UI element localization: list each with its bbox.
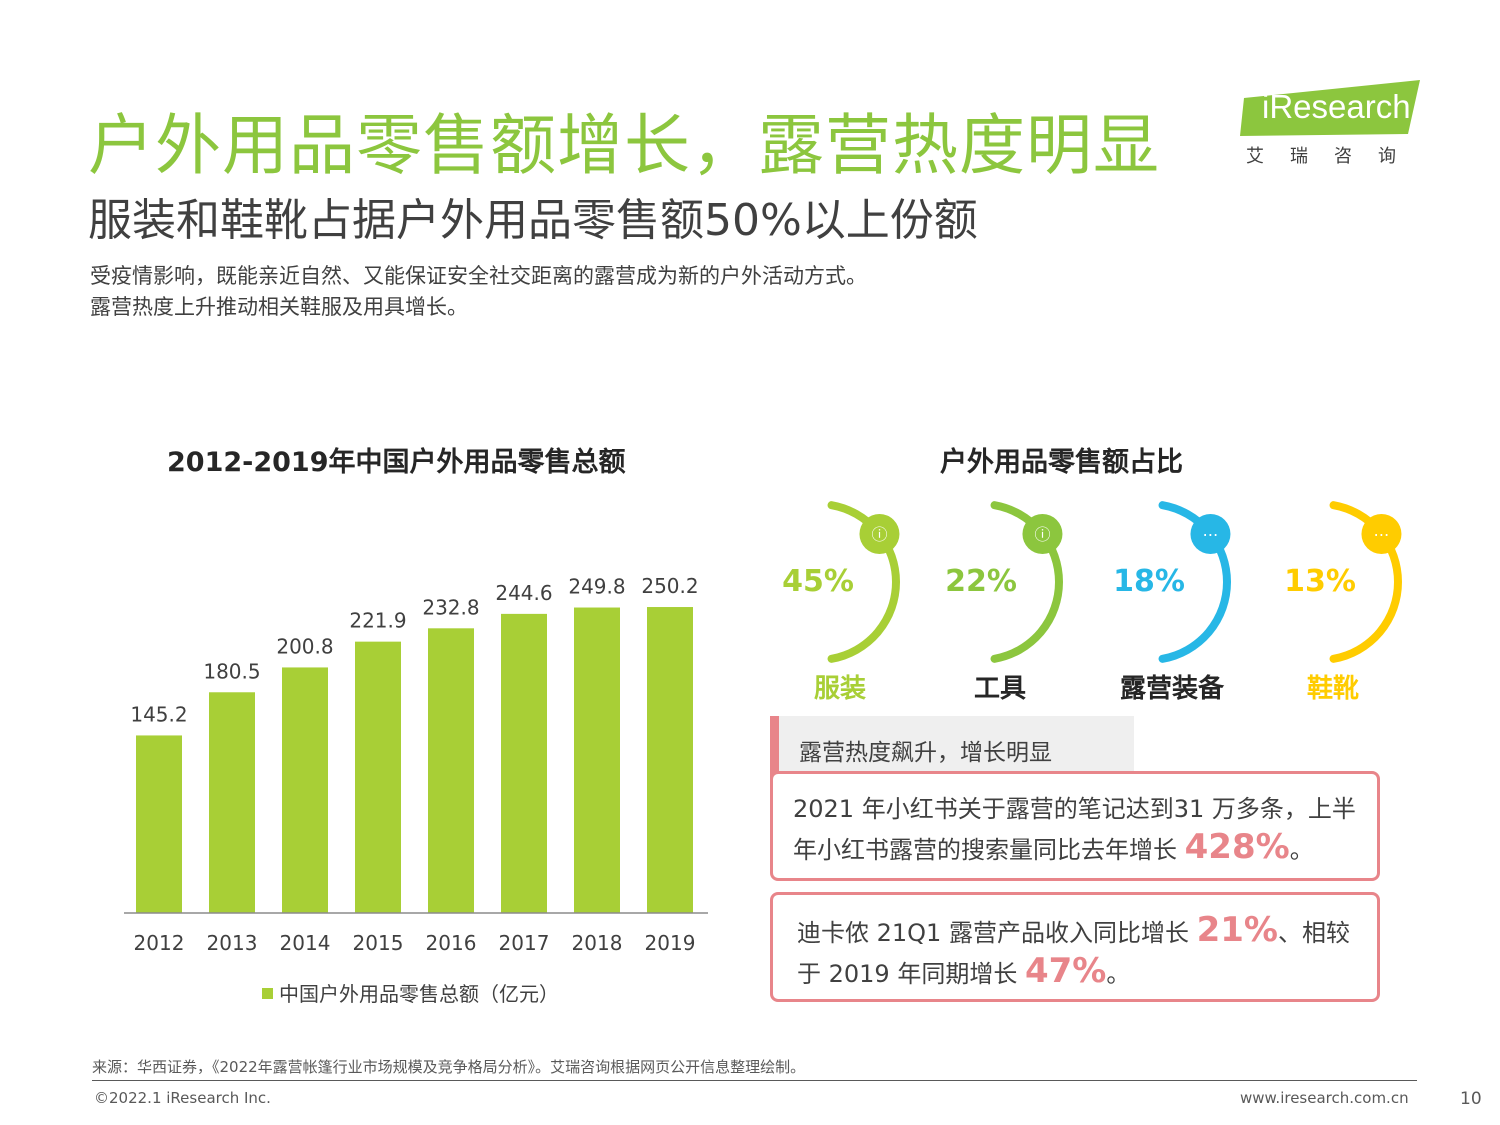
note2-text2: 、相较于 2019 年同期增长 [797, 919, 1350, 988]
share-arc-0: ⓘ [827, 501, 900, 663]
chat-icon [1361, 513, 1402, 554]
data-label-2016: 232.8 [422, 595, 479, 619]
copyright: ©2022.1 iResearch Inc. [94, 1089, 271, 1107]
share-arc-2: ⋯ [1158, 501, 1231, 663]
data-label-2013: 180.5 [203, 659, 260, 683]
note2-text1: 迪卡侬 21Q1 露营产品收入同比增长 [797, 919, 1197, 947]
bar-2015 [355, 641, 401, 913]
info-icon-glyph: ⓘ [1034, 525, 1050, 544]
share-chart-title: 户外用品零售额占比 [940, 447, 1183, 478]
bar-chart-title: 2012-2019年中国户外用品零售总额 [167, 447, 626, 478]
share-category-1: 工具 [973, 674, 1026, 704]
info-icon [1022, 513, 1063, 554]
logo-cn-text: 艾瑞咨询 [1246, 146, 1422, 167]
x-tick-2012: 2012 [134, 931, 185, 955]
page-subtitle: 服装和鞋靴占据户外用品零售额50%以上份额 [88, 195, 978, 246]
share-value-1: 22% [945, 564, 1017, 599]
data-label-2012: 145.2 [130, 702, 187, 726]
x-tick-2017: 2017 [499, 931, 550, 955]
description-line-1: 受疫情影响，既能亲近自然、又能保证安全社交距离的露营成为新的户外活动方式。 [90, 264, 867, 288]
legend-label: 中国户外用品零售总额（亿元） [279, 982, 559, 1006]
page-title: 户外用品零售额增长，露营热度明显 [88, 107, 1160, 184]
data-label-2015: 221.9 [349, 609, 406, 633]
iresearch-logo: iResearch 艾瑞咨询 [1240, 78, 1425, 170]
x-tick-2019: 2019 [645, 931, 696, 955]
note-tab-label: 露营热度飙升，增长明显 [799, 740, 1052, 766]
share-category-3: 鞋靴 [1306, 674, 1359, 704]
note1-end: 。 [1289, 836, 1314, 864]
x-tick-2018: 2018 [572, 931, 623, 955]
note-box-xiaohongshu: 2021 年小红书关于露营的笔记达到31 万多条，上半年小红书露营的搜索量同比去… [770, 771, 1380, 881]
chat-icon-glyph: ⋯ [1373, 525, 1389, 544]
share-arc-stroke-服装 [827, 501, 900, 663]
website-link[interactable]: www.iresearch.com.cn [1240, 1089, 1409, 1107]
x-tick-2013: 2013 [207, 931, 258, 955]
share-arc-3: ⋯ [1329, 501, 1402, 663]
description-line-2: 露营热度上升推动相关鞋服及用具增长。 [90, 295, 468, 319]
share-value-3: 13% [1284, 564, 1356, 599]
share-value-0: 45% [782, 564, 854, 599]
bar-2018 [574, 607, 620, 913]
chat-icon [1190, 513, 1231, 554]
page-number: 10 [1460, 1089, 1482, 1109]
share-value-2: 18% [1113, 564, 1185, 599]
bar-2019 [647, 607, 693, 913]
bar-2016 [428, 628, 474, 913]
share-arc-stroke-露营装备 [1158, 501, 1231, 663]
bar-2014 [282, 667, 328, 913]
info-icon [859, 513, 900, 554]
legend-swatch [262, 988, 273, 999]
chart-legend: 中国户外用品零售总额（亿元） [262, 978, 559, 1007]
logo-text: iResearch [1262, 88, 1411, 125]
x-tick-2015: 2015 [353, 931, 404, 955]
bar-chart: 145.2 2012 180.5 2013 200.8 2014 221.9 2015 232.… [124, 574, 708, 955]
bar-2012 [136, 735, 182, 913]
bar-2013 [209, 692, 255, 913]
data-label-2018: 249.8 [568, 575, 625, 599]
x-tick-2014: 2014 [280, 931, 331, 955]
note1-highlight: 428% [1184, 827, 1290, 867]
x-tick-2016: 2016 [426, 931, 477, 955]
logo-banner-shape [1240, 80, 1420, 136]
share-arc-1: ⓘ [990, 501, 1063, 663]
note1-text: 2021 年小红书关于露营的笔记达到31 万多条，上半年小红书露营的搜索量同比去… [793, 795, 1356, 864]
data-label-2019: 250.2 [641, 574, 698, 598]
share-category-0: 服装 [813, 674, 866, 704]
note2-highlight2: 47% [1024, 951, 1107, 991]
note2-highlight1: 21% [1196, 910, 1278, 950]
data-label-2014: 200.8 [276, 634, 333, 658]
data-label-2017: 244.6 [495, 581, 552, 605]
source-note: 来源：华西证券，《2022年露营帐篷行业市场规模及竞争格局分析》。艾瑞咨询根据网… [92, 1058, 806, 1076]
footer-divider [92, 1080, 1417, 1081]
info-icon-glyph: ⓘ [871, 525, 887, 544]
note2-end: 。 [1106, 960, 1131, 988]
bar-2017 [501, 613, 547, 913]
share-arc-stroke-鞋靴 [1329, 501, 1402, 663]
note-box-decathlon: 迪卡侬 21Q1 露营产品收入同比增长 21%、相较于 2019 年同期增长 4… [770, 892, 1380, 1002]
chat-icon-glyph: ⋯ [1202, 525, 1218, 544]
share-category-2: 露营装备 [1119, 674, 1224, 704]
share-arc-stroke-工具 [990, 501, 1063, 663]
note-tab: 露营热度飙升，增长明显 [770, 716, 1134, 780]
